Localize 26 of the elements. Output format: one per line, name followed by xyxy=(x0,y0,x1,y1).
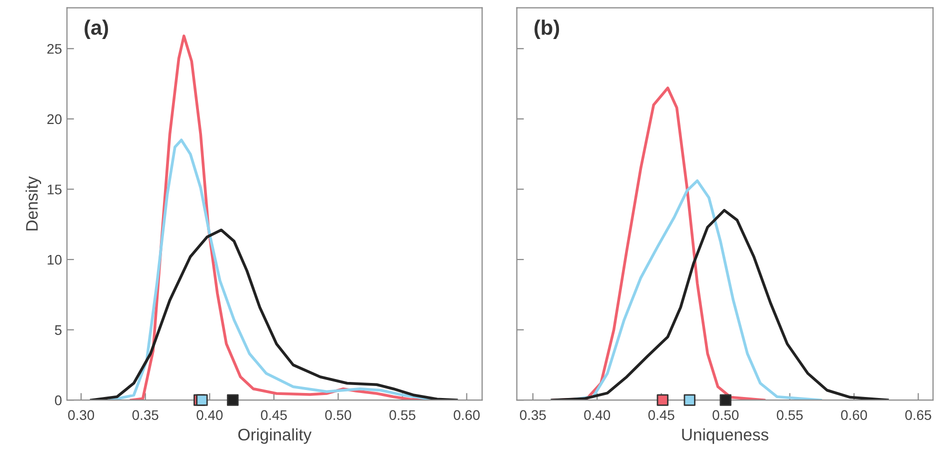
x-tick-label: 0.40 xyxy=(584,410,610,420)
x-tick-label: 0.65 xyxy=(905,410,932,420)
x-tick-label: 0.50 xyxy=(712,410,739,420)
y-tick-label: 5 xyxy=(54,325,62,335)
y-tick-label: 0 xyxy=(54,395,62,406)
annotation: (a) xyxy=(84,20,108,40)
line-series xyxy=(90,228,458,400)
x-tick-label: 0.60 xyxy=(841,410,868,420)
x-tick-label: 0.55 xyxy=(776,410,803,420)
x-tick-label: 0.40 xyxy=(196,410,223,420)
x-axis-title: Uniqueness xyxy=(682,428,768,444)
x-tick-label: 0.30 xyxy=(68,410,94,420)
y-tick-label: 15 xyxy=(48,184,62,194)
x-tick-label: 0.60 xyxy=(454,410,480,420)
y-tick-label: 10 xyxy=(48,254,62,265)
y-axis-title: Density xyxy=(26,176,42,230)
x-tick-label: 0.35 xyxy=(132,410,158,420)
y-tick-label: 20 xyxy=(47,114,62,124)
annotation: (b) xyxy=(534,20,560,40)
x-tick-label: 0.45 xyxy=(648,410,674,420)
x-tick-label: 0.35 xyxy=(520,410,546,420)
x-axis-title: Originality xyxy=(238,428,312,444)
x-tick-label: 0.55 xyxy=(389,410,416,420)
x-tick-label: 0.45 xyxy=(260,410,287,420)
y-tick-label: 25 xyxy=(47,44,62,54)
x-tick-label: 0.50 xyxy=(325,410,352,420)
